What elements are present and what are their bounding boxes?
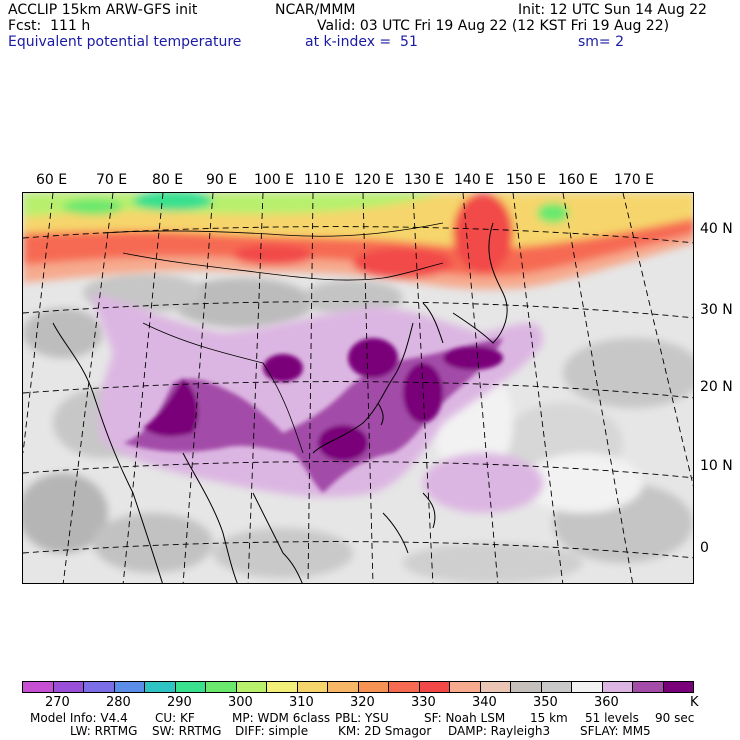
theta-e-field <box>23 193 693 583</box>
lon-label-80e: 80 E <box>152 172 184 188</box>
colorbar-swatch-20 <box>633 682 664 692</box>
footer-sflay: SFLAY: MM5 <box>580 724 651 738</box>
lon-label-120e: 120 E <box>354 172 395 188</box>
colorbar-swatch-9 <box>297 682 328 692</box>
lon-label-60e: 60 E <box>36 172 68 188</box>
colorbar-tick-310: 310 <box>289 695 314 710</box>
colorbar-tick-360: 360 <box>594 695 619 710</box>
colorbar-swatch-3 <box>114 682 145 692</box>
colorbar-tick-340: 340 <box>472 695 497 710</box>
colorbar-swatch-18 <box>572 682 603 692</box>
gray-mottle <box>23 273 693 583</box>
footer-pbl: PBL: YSU <box>335 711 389 725</box>
coastlines <box>52 222 508 583</box>
colorbar-tick-350: 350 <box>533 695 558 710</box>
footer-cu: CU: KF <box>155 711 195 725</box>
footer-mp: MP: WDM 6class <box>232 711 331 725</box>
lat-label-30n: 30 N <box>700 302 733 318</box>
lon-label-100e: 100 E <box>254 172 295 188</box>
lon-label-110e: 110 E <box>304 172 345 188</box>
footer-model-info: Model Info: V4.4 <box>30 711 128 725</box>
footer-levels: 51 levels <box>585 711 639 725</box>
colorbar-swatch-5 <box>175 682 206 692</box>
colorbar-swatch-19 <box>602 682 633 692</box>
colorbar-tick-320: 320 <box>350 695 375 710</box>
valid-time: Valid: 03 UTC Fri 19 Aug 22 (12 KST Fri … <box>317 18 670 34</box>
footer-sf: SF: Noah LSM <box>424 711 506 725</box>
lat-label-0: 0 <box>700 540 709 556</box>
colorbar-swatch-1 <box>53 682 84 692</box>
colorbar-swatch-13 <box>419 682 450 692</box>
colorbar-swatch-0 <box>23 682 54 692</box>
lon-label-140e: 140 E <box>454 172 495 188</box>
colorbar-swatch-11 <box>358 682 389 692</box>
footer-sw: SW: RRTMG <box>152 724 222 738</box>
lon-label-150e: 150 E <box>506 172 547 188</box>
borders <box>102 222 444 454</box>
colorbar-swatch-16 <box>511 682 542 692</box>
footer-resolution: 15 km <box>530 711 568 725</box>
lon-label-170e: 170 E <box>614 172 655 188</box>
footer-km: KM: 2D Smagor <box>338 724 432 738</box>
lon-label-70e: 70 E <box>96 172 128 188</box>
init-time: Init: 12 UTC Sun 14 Aug 22 <box>518 2 707 18</box>
field-name: Equivalent potential temperature <box>8 34 242 50</box>
colorbar-swatch-17 <box>541 682 572 692</box>
colorbar-swatch-7 <box>236 682 267 692</box>
colorbar-swatch-8 <box>267 682 298 692</box>
footer-lw: LW: RRTMG <box>70 724 138 738</box>
colorbar-swatch-12 <box>389 682 420 692</box>
footer-damp: DAMP: Rayleigh3 <box>448 724 551 738</box>
colorbar-swatch-10 <box>328 682 359 692</box>
colorbar-swatch-4 <box>145 682 176 692</box>
colorbar-swatch-14 <box>450 682 481 692</box>
northern-bands <box>23 193 693 290</box>
lon-label-160e: 160 E <box>558 172 599 188</box>
colorbar-tick-300: 300 <box>228 695 253 710</box>
graticule <box>23 193 693 583</box>
colorbar-swatch-2 <box>84 682 115 692</box>
colorbar-tick-280: 280 <box>106 695 131 710</box>
footer-timestep: 90 sec <box>655 711 695 725</box>
k-index-label: at k-index = 51 <box>305 34 418 50</box>
smoothing-label: sm= 2 <box>578 34 625 50</box>
colorbar-tick-290: 290 <box>167 695 192 710</box>
model-title: ACCLIP 15km ARW-GFS init <box>8 2 198 18</box>
footer-diff: DIFF: simple <box>235 724 309 738</box>
colorbar-swatch-6 <box>206 682 237 692</box>
colorbar-swatch-21 <box>663 682 693 692</box>
colorbar-tick-330: 330 <box>411 695 436 710</box>
colorbar-unit: K <box>690 695 699 710</box>
lat-label-10n: 10 N <box>700 458 733 474</box>
color-bar <box>22 681 694 693</box>
dark-purple-field <box>123 338 503 493</box>
colorbar-tick-270: 270 <box>45 695 70 710</box>
forecast-hour: Fcst: 111 h <box>8 18 91 34</box>
lat-label-20n: 20 N <box>700 379 733 395</box>
lat-label-40n: 40 N <box>700 221 733 237</box>
map-panel <box>22 192 694 584</box>
institution-label: NCAR/MMM <box>275 2 356 18</box>
lon-label-90e: 90 E <box>206 172 238 188</box>
lon-label-130e: 130 E <box>404 172 445 188</box>
colorbar-swatch-15 <box>480 682 511 692</box>
